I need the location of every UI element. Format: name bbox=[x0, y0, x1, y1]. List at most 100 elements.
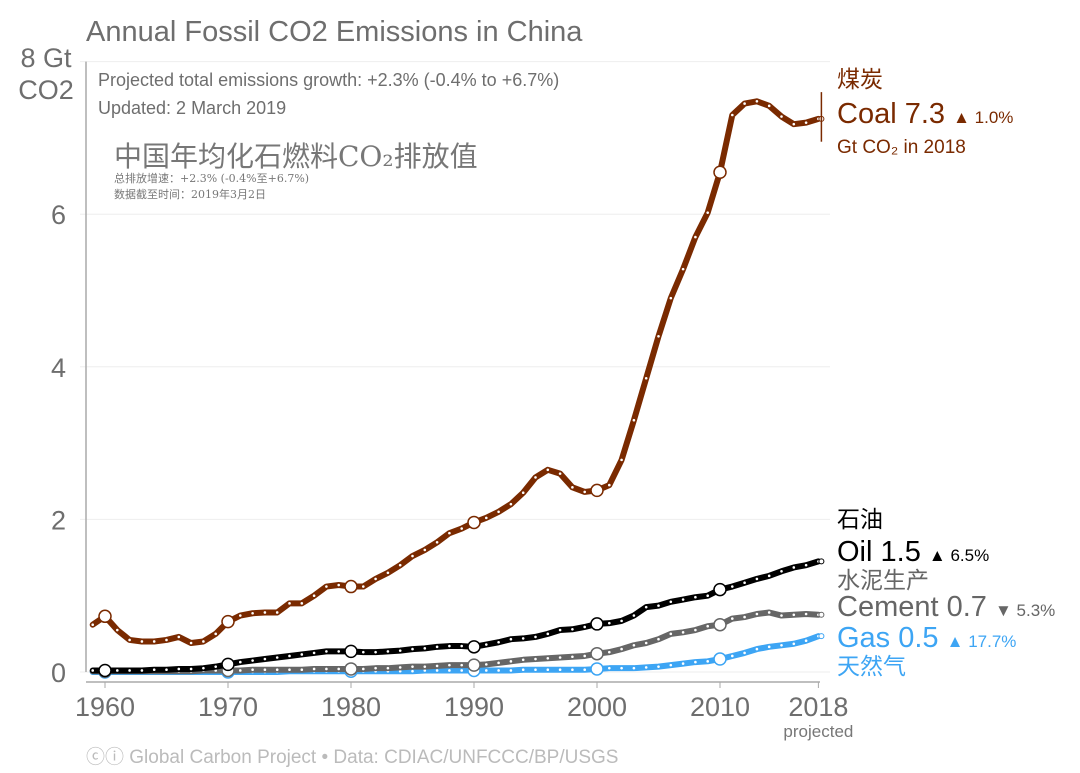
data-point-oil bbox=[804, 563, 808, 567]
x-tick-label: 2000 bbox=[567, 692, 627, 722]
data-point-cement bbox=[743, 615, 746, 619]
data-point-cement bbox=[608, 650, 611, 654]
data-point-cement bbox=[214, 669, 217, 672]
data-point-cement bbox=[300, 668, 304, 672]
data-point-oil bbox=[620, 619, 623, 623]
data-point-coal bbox=[558, 472, 562, 475]
data-point-gas bbox=[497, 669, 500, 672]
data-point-cement bbox=[509, 660, 513, 663]
data-point-oil bbox=[128, 669, 131, 672]
cement-name: Cement bbox=[837, 591, 939, 623]
data-point-cement bbox=[398, 666, 402, 669]
data-point-coal bbox=[98, 609, 112, 624]
data-point-gas bbox=[657, 665, 660, 668]
data-point-cement bbox=[337, 667, 341, 671]
data-point-coal bbox=[706, 211, 709, 214]
data-point-coal bbox=[128, 638, 131, 642]
data-point-oil bbox=[669, 600, 673, 604]
data-point-coal bbox=[467, 515, 481, 530]
data-point-oil bbox=[362, 650, 365, 654]
data-point-coal bbox=[681, 267, 685, 271]
data-point-cement bbox=[386, 666, 390, 670]
data-point-cement bbox=[239, 669, 242, 672]
data-point-gas bbox=[780, 643, 783, 647]
data-point-coal bbox=[497, 510, 500, 514]
data-point-oil bbox=[152, 668, 156, 672]
data-point-coal bbox=[374, 577, 377, 581]
data-point-oil bbox=[435, 645, 439, 649]
coal-label: Coal 7.3 ▲ 1.0% bbox=[837, 100, 1013, 129]
data-point-cement bbox=[325, 667, 328, 671]
x-tick-label: 1970 bbox=[198, 692, 258, 722]
coal-value: 7.3 bbox=[904, 98, 946, 130]
data-point-cement bbox=[767, 611, 771, 614]
data-point-oil bbox=[485, 643, 488, 646]
data-point-cement bbox=[731, 617, 734, 620]
data-point-cement bbox=[374, 666, 377, 670]
data-point-gas bbox=[485, 669, 488, 672]
data-point-cement bbox=[694, 628, 697, 632]
data-point-oil bbox=[590, 617, 604, 631]
data-point-oil bbox=[571, 627, 574, 631]
data-point-cement bbox=[583, 654, 586, 658]
data-point-cement bbox=[497, 661, 500, 665]
data-point-oil bbox=[657, 604, 660, 607]
data-point-cement bbox=[755, 612, 759, 616]
data-point-oil bbox=[337, 650, 341, 653]
series-line-cement bbox=[89, 609, 822, 675]
data-point-oil bbox=[546, 632, 550, 636]
data-point-oil bbox=[706, 594, 709, 597]
data-point-gas bbox=[706, 660, 709, 663]
data-point-gas bbox=[509, 669, 513, 672]
data-point-gas bbox=[632, 666, 636, 670]
data-point-oil bbox=[214, 665, 217, 668]
data-point-coal bbox=[780, 115, 783, 118]
data-point-oil bbox=[583, 625, 586, 629]
x-tick-label: 1980 bbox=[321, 692, 381, 722]
cement-value: 0.7 bbox=[946, 591, 987, 623]
oil-change: ▲ 6.5% bbox=[928, 546, 990, 565]
data-point-cement bbox=[780, 614, 783, 617]
data-point-coal bbox=[202, 640, 205, 643]
chart-title: Annual Fossil CO2 Emissions in China bbox=[86, 16, 583, 48]
data-point-oil bbox=[767, 574, 771, 578]
data-point-oil bbox=[448, 644, 451, 648]
data-point-cement bbox=[423, 665, 427, 668]
data-point-oil bbox=[300, 653, 304, 656]
data-point-cement bbox=[275, 668, 279, 672]
data-point-coal bbox=[448, 531, 451, 535]
data-point-oil bbox=[534, 635, 537, 639]
data-point-coal bbox=[509, 502, 513, 506]
data-point-coal bbox=[140, 640, 144, 643]
data-point-gas bbox=[423, 669, 427, 672]
data-point-cement bbox=[344, 662, 358, 676]
subtitle-updated: Updated: 2 March 2019 bbox=[98, 98, 287, 118]
data-point-cement bbox=[681, 631, 685, 634]
data-point-cement bbox=[644, 641, 648, 645]
chinese-growth: 总排放增速：+2.3% (-0.4%至+6.7%) bbox=[114, 172, 310, 185]
data-point-oil bbox=[467, 640, 481, 654]
data-point-oil bbox=[509, 637, 513, 641]
data-point-coal bbox=[300, 602, 304, 605]
data-point-gas bbox=[804, 639, 808, 643]
series-line-oil bbox=[89, 558, 822, 674]
data-point-oil bbox=[644, 605, 648, 609]
data-point-coal bbox=[571, 486, 574, 489]
data-point-cement bbox=[263, 668, 267, 672]
data-point-coal bbox=[669, 296, 673, 300]
data-point-coal bbox=[165, 638, 168, 642]
data-point-gas bbox=[608, 666, 611, 670]
data-point-cement bbox=[251, 668, 254, 672]
y-axis-label: 8 Gt CO2 bbox=[18, 43, 74, 105]
data-point-oil bbox=[344, 644, 358, 659]
data-point-cement bbox=[521, 658, 525, 662]
data-point-oil bbox=[755, 577, 759, 581]
data-point-oil bbox=[608, 621, 611, 625]
data-point-coal bbox=[312, 594, 316, 597]
data-point-coal bbox=[590, 483, 604, 498]
data-point-coal bbox=[337, 583, 341, 587]
data-point-oil bbox=[694, 595, 697, 599]
data-point-cement bbox=[620, 647, 623, 651]
gas-cn-label: 天然气 bbox=[837, 653, 906, 679]
